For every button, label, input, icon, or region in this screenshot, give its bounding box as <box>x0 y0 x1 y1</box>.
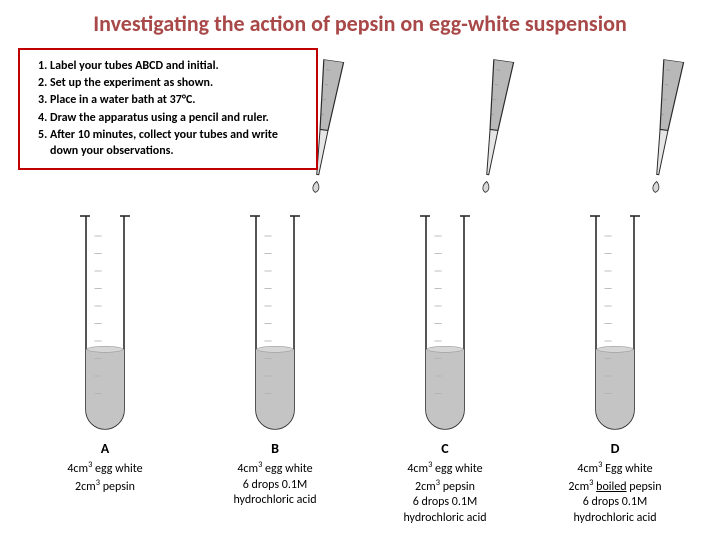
instruction-item: Label your tubes ABCD and initial. <box>50 58 306 74</box>
instruction-item: Place in a water bath at 37°C. <box>50 92 306 108</box>
tube-label: A 4cm3 egg white2cm3 pepsin <box>25 440 185 527</box>
pipette-icon <box>455 57 533 199</box>
tube-label-line: 2cm3 pepsin <box>365 478 525 496</box>
tube-letter: C <box>365 440 525 458</box>
tube-slot <box>535 60 695 440</box>
tube-label: C 4cm3 egg white2cm3 pepsin6 drops 0.1Mhy… <box>365 440 525 527</box>
tube-letter: D <box>535 440 695 458</box>
test-tube-icon <box>248 212 302 435</box>
tube-label-line: 4cm3 egg white <box>25 460 185 478</box>
tube-label-line: 6 drops 0.1M <box>365 495 525 511</box>
tube-letter: B <box>195 440 355 458</box>
tube-slot <box>365 60 525 440</box>
test-tube-icon <box>588 212 642 435</box>
instruction-item: After 10 minutes, collect your tubes and… <box>50 127 306 159</box>
instruction-box: Label your tubes ABCD and initial.Set up… <box>18 48 318 170</box>
pipette-icon <box>625 57 703 199</box>
tube-label-line: 4cm3 egg white <box>365 460 525 478</box>
tube-label-line: 6 drops 0.1M <box>535 495 695 511</box>
test-tube-icon <box>78 212 132 435</box>
instruction-item: Draw the apparatus using a pencil and ru… <box>50 110 306 126</box>
test-tube-icon <box>418 212 472 435</box>
tube-letter: A <box>25 440 185 458</box>
tube-label-line: hydrochloric acid <box>365 511 525 527</box>
tube-label-line: 2cm3 boiled pepsin <box>535 478 695 496</box>
tube-label-line: 4cm3 Egg white <box>535 460 695 478</box>
tube-label: B 4cm3 egg white6 drops 0.1Mhydrochloric … <box>195 440 355 527</box>
tube-label-line: hydrochloric acid <box>195 493 355 509</box>
tube-label-line: 6 drops 0.1M <box>195 478 355 494</box>
tube-label: D 4cm3 Egg white2cm3 boiled pepsin6 drops… <box>535 440 695 527</box>
tube-label-line: hydrochloric acid <box>535 511 695 527</box>
tube-label-line: 4cm3 egg white <box>195 460 355 478</box>
labels-row: A4cm3 egg white2cm3 pepsinB4cm3 egg whit… <box>0 440 720 527</box>
page-title: Investigating the action of pepsin on eg… <box>0 0 720 43</box>
instruction-list: Label your tubes ABCD and initial.Set up… <box>30 58 306 159</box>
tube-label-line: 2cm3 pepsin <box>25 478 185 496</box>
instruction-item: Set up the experiment as shown. <box>50 75 306 91</box>
